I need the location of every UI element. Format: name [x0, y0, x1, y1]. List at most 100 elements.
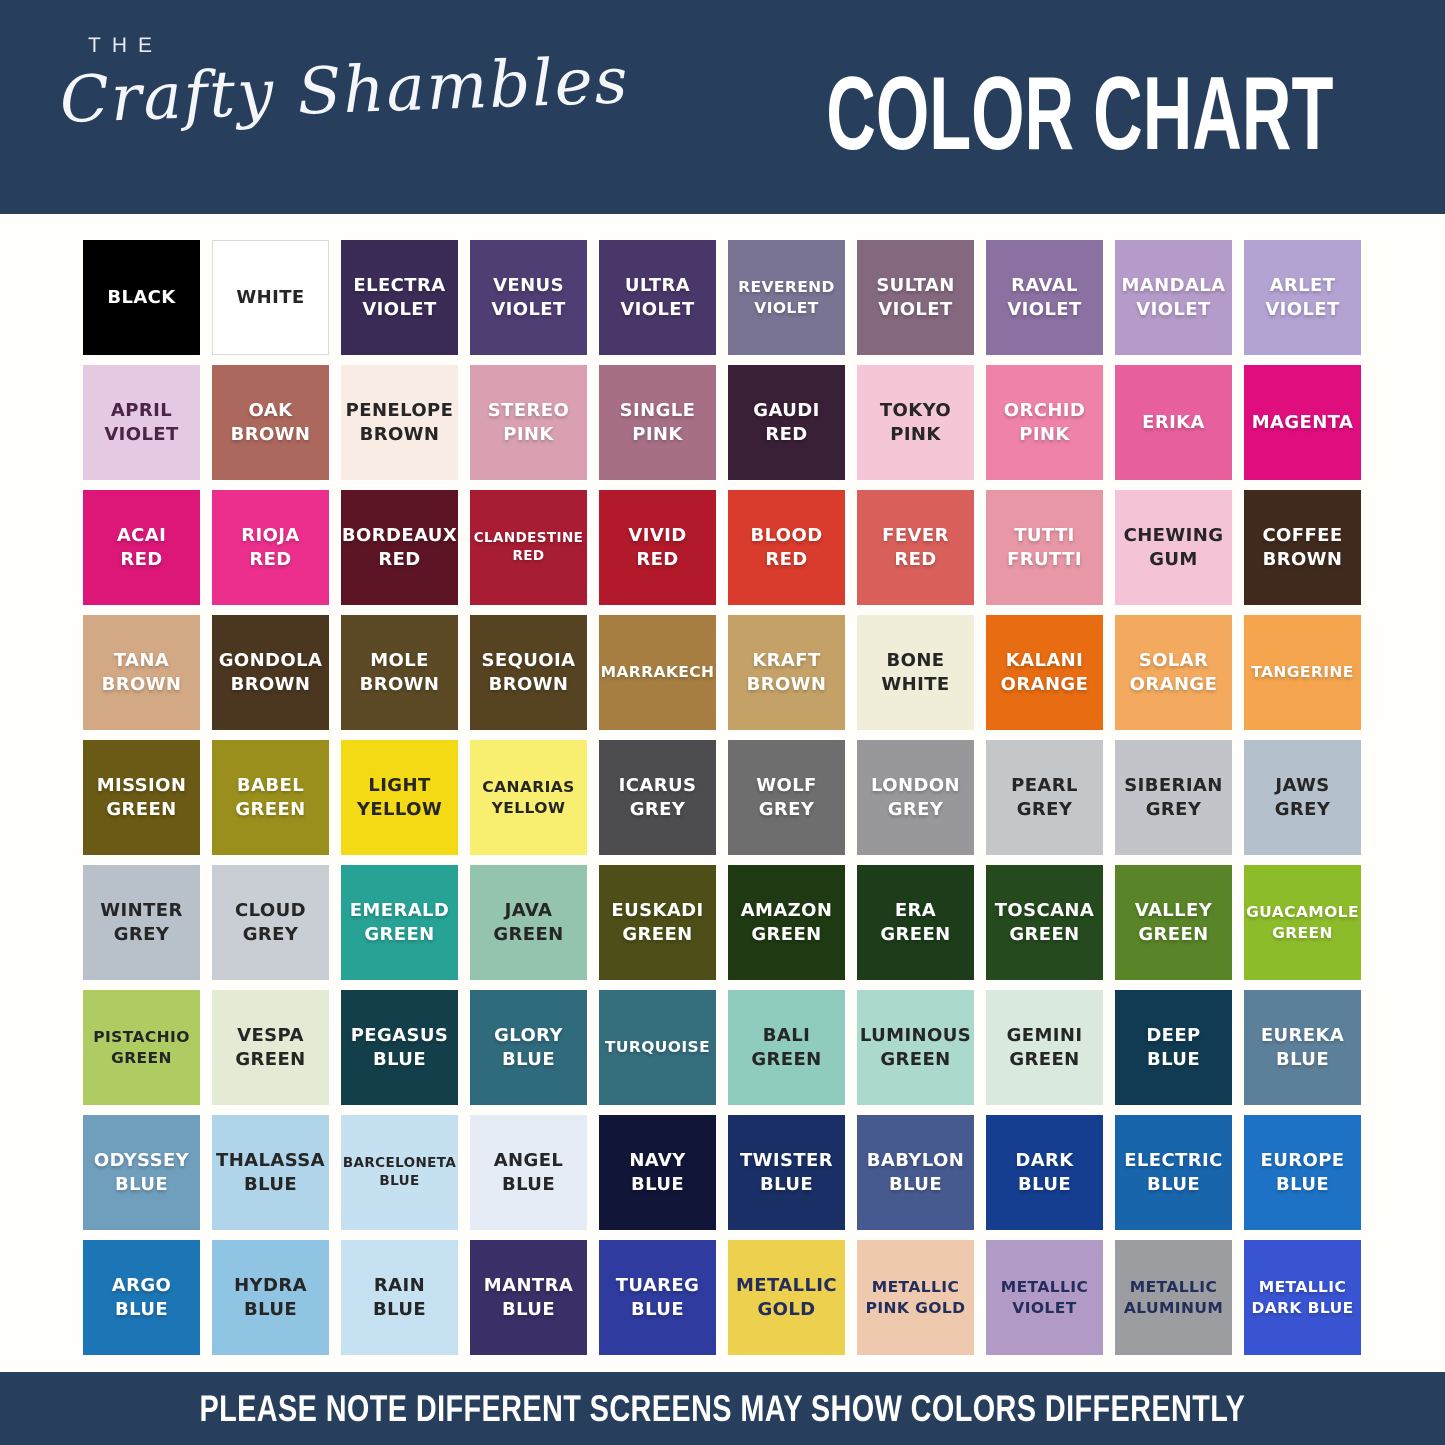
color-swatch: EUROPE BLUE	[1244, 1115, 1361, 1230]
color-swatch-name: ULTRA VIOLET	[620, 274, 695, 320]
color-swatch-name: METALLIC PINK GOLD	[865, 1278, 966, 1317]
color-swatch-name: THALASSA BLUE	[216, 1149, 325, 1195]
color-swatch: MISSION GREEN	[83, 740, 200, 855]
color-swatch: PENELOPE BROWN	[341, 365, 458, 480]
color-swatch-name: TUAREG BLUE	[615, 1274, 700, 1320]
color-swatch-name: RAVAL VIOLET	[1007, 274, 1082, 320]
color-swatch: ELECTRIC BLUE	[1115, 1115, 1232, 1230]
color-swatch: VALLEY GREEN	[1115, 865, 1232, 980]
color-swatch-name: EUROPE BLUE	[1260, 1149, 1345, 1195]
color-swatch-name: GLORY BLUE	[494, 1024, 563, 1070]
color-swatch-name: KALANI ORANGE	[1000, 649, 1089, 695]
color-swatch-name: MOLE BROWN	[359, 649, 440, 695]
color-swatch: ELECTRA VIOLET	[341, 240, 458, 355]
color-swatch-name: TANA BROWN	[101, 649, 182, 695]
color-swatch-name: APRIL VIOLET	[104, 399, 179, 445]
color-swatch-name: ACAI RED	[116, 524, 167, 570]
color-swatch: KALANI ORANGE	[986, 615, 1103, 730]
color-swatch-name: TWISTER BLUE	[739, 1149, 834, 1195]
color-swatch: PEARL GREY	[986, 740, 1103, 855]
color-swatch-name: ELECTRIC BLUE	[1124, 1149, 1223, 1195]
color-swatch: FEVER RED	[857, 490, 974, 605]
color-swatch-name: TANGERINE	[1251, 663, 1354, 682]
color-swatch: ULTRA VIOLET	[599, 240, 716, 355]
color-swatch-name: CANARIAS YELLOW	[482, 778, 575, 817]
color-swatch-name: CLOUD GREY	[235, 899, 306, 945]
color-swatch-name: LUMINOUS GREEN	[859, 1024, 972, 1070]
color-swatch: JAWS GREY	[1244, 740, 1361, 855]
color-swatch: TOSCANA GREEN	[986, 865, 1103, 980]
color-swatch-name: JAWS GREY	[1274, 774, 1331, 820]
footer-note: PLEASE NOTE DIFFERENT SCREENS MAY SHOW C…	[199, 1387, 1246, 1429]
color-swatch: BONE WHITE	[857, 615, 974, 730]
color-swatch-name: WINTER GREY	[100, 899, 183, 945]
color-swatch: RIOJA RED	[212, 490, 329, 605]
color-swatch-name: STEREO PINK	[487, 399, 570, 445]
color-swatch-name: BABYLON BLUE	[866, 1149, 965, 1195]
brand-logo: THE Crafty Shambles	[58, 34, 631, 138]
color-swatch-name: FEVER RED	[882, 524, 949, 570]
color-swatch: TUTTI FRUTTI	[986, 490, 1103, 605]
color-swatch-name: PEARL GREY	[1011, 774, 1078, 820]
color-swatch: SULTAN VIOLET	[857, 240, 974, 355]
color-swatch-name: MISSION GREEN	[96, 774, 187, 820]
color-swatch: RAIN BLUE	[341, 1240, 458, 1355]
color-swatch: BARCELONETA BLUE	[341, 1115, 458, 1230]
color-swatch: LUMINOUS GREEN	[857, 990, 974, 1105]
color-swatch-name: BONE WHITE	[881, 649, 950, 695]
color-swatch-name: ERIKA	[1142, 411, 1205, 433]
color-swatch-name: METALLIC GOLD	[735, 1274, 838, 1320]
color-swatch-name: PEGASUS BLUE	[350, 1024, 449, 1070]
color-swatch-name: DARK BLUE	[1015, 1149, 1074, 1195]
color-swatch-name: MANDALA VIOLET	[1121, 274, 1226, 320]
color-swatch: TURQUOISE	[599, 990, 716, 1105]
color-swatch: SOLAR ORANGE	[1115, 615, 1232, 730]
color-swatch-name: HYDRA BLUE	[234, 1274, 307, 1320]
color-swatch: GUACAMOLE GREEN	[1244, 865, 1361, 980]
color-swatch: VESPA GREEN	[212, 990, 329, 1105]
color-swatch: STEREO PINK	[470, 365, 587, 480]
color-swatch-name: MARRAKECH	[600, 663, 715, 682]
color-swatch-name: JAVA GREEN	[493, 899, 564, 945]
color-swatch-name: SEQUOIA BROWN	[481, 649, 576, 695]
color-swatch-name: SOLAR ORANGE	[1129, 649, 1218, 695]
color-swatch-name: MANTRA BLUE	[483, 1274, 574, 1320]
brand-the-label: THE	[88, 34, 163, 57]
color-swatch-name: BALI GREEN	[751, 1024, 822, 1070]
color-swatch: AMAZON GREEN	[728, 865, 845, 980]
color-swatch: JAVA GREEN	[470, 865, 587, 980]
color-swatch-name: GONDOLA BROWN	[218, 649, 323, 695]
brand-name-script: Crafty Shambles	[58, 44, 631, 138]
color-swatch-name: METALLIC DARK BLUE	[1251, 1278, 1354, 1317]
color-swatch: DEEP BLUE	[1115, 990, 1232, 1105]
color-swatch: LONDON GREY	[857, 740, 974, 855]
color-swatch: SEQUOIA BROWN	[470, 615, 587, 730]
color-swatch-name: PENELOPE BROWN	[345, 399, 454, 445]
color-swatch-name: RAIN BLUE	[372, 1274, 427, 1320]
color-swatch: METALLIC PINK GOLD	[857, 1240, 974, 1355]
color-swatch: LIGHT YELLOW	[341, 740, 458, 855]
color-swatch: SIBERIAN GREY	[1115, 740, 1232, 855]
color-swatch-name: GAUDI RED	[753, 399, 820, 445]
color-swatch-name: EUSKADI GREEN	[611, 899, 704, 945]
color-swatch: BABEL GREEN	[212, 740, 329, 855]
color-swatch-name: VENUS VIOLET	[491, 274, 566, 320]
color-swatch: SINGLE PINK	[599, 365, 716, 480]
color-swatch-name: AMAZON GREEN	[740, 899, 833, 945]
color-swatch: GLORY BLUE	[470, 990, 587, 1105]
color-swatch: EMERALD GREEN	[341, 865, 458, 980]
color-swatch-name: ANGEL BLUE	[493, 1149, 564, 1195]
color-swatch: MARRAKECH	[599, 615, 716, 730]
color-swatch: THALASSA BLUE	[212, 1115, 329, 1230]
color-swatch-name: BORDEAUX RED	[341, 524, 458, 570]
color-swatch-name: METALLIC ALUMINUM	[1123, 1278, 1224, 1317]
color-swatch: DARK BLUE	[986, 1115, 1103, 1230]
color-swatch-name: WOLF GREY	[756, 774, 817, 820]
color-swatch: BLOOD RED	[728, 490, 845, 605]
color-swatch: PEGASUS BLUE	[341, 990, 458, 1105]
color-swatch: WINTER GREY	[83, 865, 200, 980]
color-swatch-name: BABEL GREEN	[235, 774, 306, 820]
color-swatch: MANDALA VIOLET	[1115, 240, 1232, 355]
color-swatch-name: REVEREND VIOLET	[738, 278, 835, 317]
color-swatch: ACAI RED	[83, 490, 200, 605]
